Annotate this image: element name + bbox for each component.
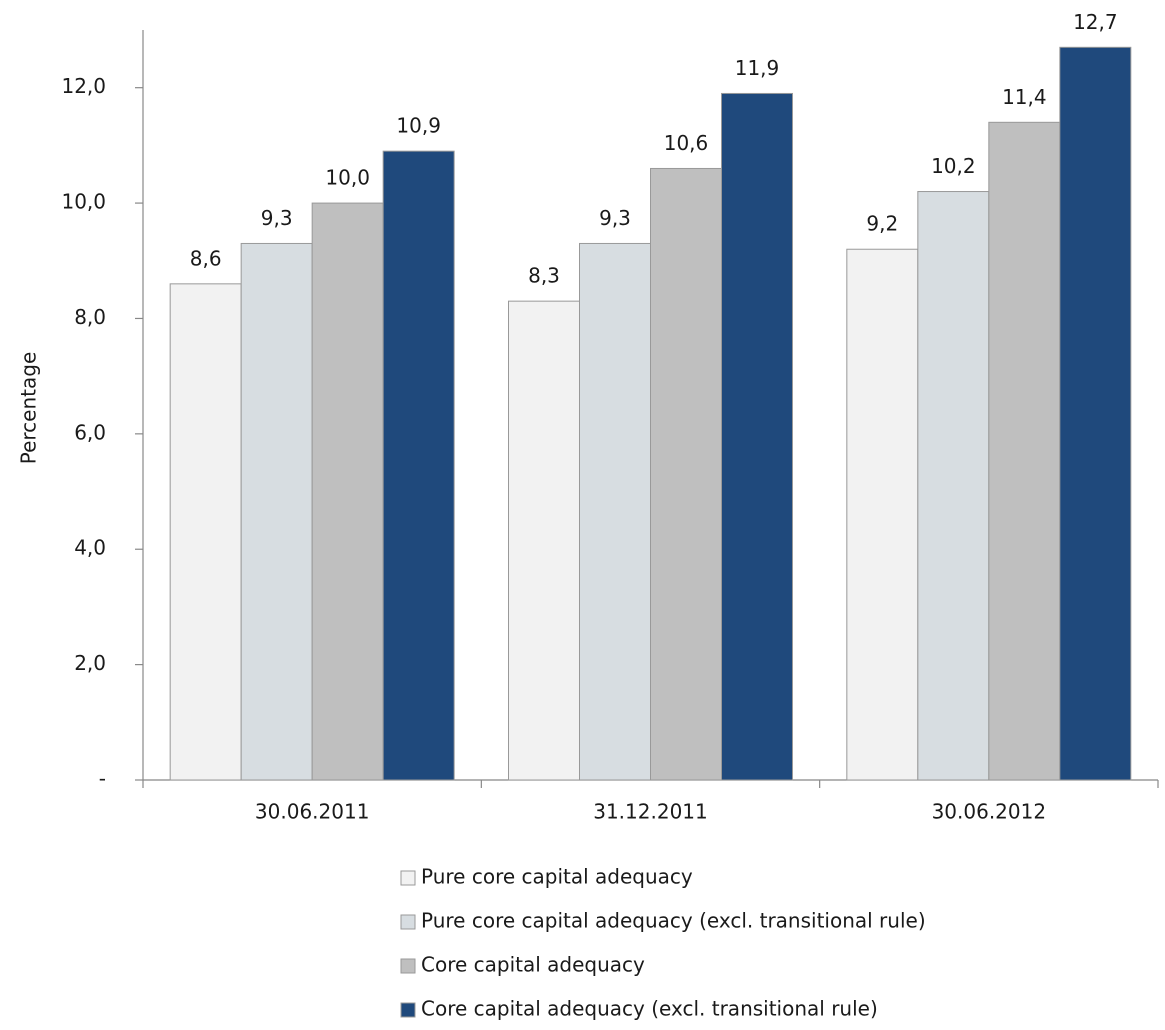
- y-tick-label: 2,0: [74, 651, 106, 675]
- legend-swatch: [400, 914, 416, 930]
- bar: [169, 283, 242, 781]
- bar: [579, 242, 651, 781]
- legend-label: Pure core capital adequacy (excl. transi…: [421, 909, 926, 933]
- value-label: 12,7: [1073, 10, 1118, 34]
- value-label: 11,4: [1002, 85, 1047, 109]
- value-label: 10,2: [931, 154, 976, 178]
- value-label: 10,0: [325, 166, 370, 190]
- x-tick-label: 31.12.2011: [593, 800, 708, 824]
- legend-swatch: [400, 870, 416, 886]
- legend-swatch: [400, 958, 416, 974]
- bar: [240, 242, 313, 781]
- bar: [382, 150, 455, 781]
- legend-label: Core capital adequacy: [421, 953, 645, 977]
- x-tick-label: 30.06.2012: [932, 800, 1047, 824]
- y-tick-label: 4,0: [74, 536, 106, 560]
- value-label: 10,6: [664, 131, 709, 155]
- x-tick-label: 30.06.2011: [255, 800, 370, 824]
- value-label: 11,9: [735, 56, 780, 80]
- bar: [311, 202, 384, 781]
- bar: [988, 121, 1061, 781]
- bar: [917, 191, 990, 781]
- bar: [721, 92, 793, 781]
- bar: [508, 300, 580, 781]
- value-label: 8,6: [190, 246, 222, 270]
- value-label: 10,9: [396, 114, 441, 138]
- bar: [846, 248, 919, 781]
- bar: [1059, 46, 1132, 781]
- y-tick-label: -: [99, 767, 106, 791]
- y-tick-label: 8,0: [74, 305, 106, 329]
- y-axis-label: Percentage: [17, 352, 41, 465]
- bar: [650, 167, 722, 781]
- value-label: 9,2: [866, 212, 898, 236]
- legend-swatch: [400, 1002, 416, 1018]
- legend-label: Core capital adequacy (excl. transitiona…: [421, 997, 878, 1021]
- value-label: 9,3: [261, 206, 293, 230]
- value-label: 8,3: [528, 264, 560, 288]
- value-label: 9,3: [599, 206, 631, 230]
- y-tick-label: 6,0: [74, 420, 106, 444]
- y-tick-label: 12,0: [61, 74, 106, 98]
- y-tick-label: 10,0: [61, 190, 106, 214]
- legend-label: Pure core capital adequacy: [421, 865, 693, 889]
